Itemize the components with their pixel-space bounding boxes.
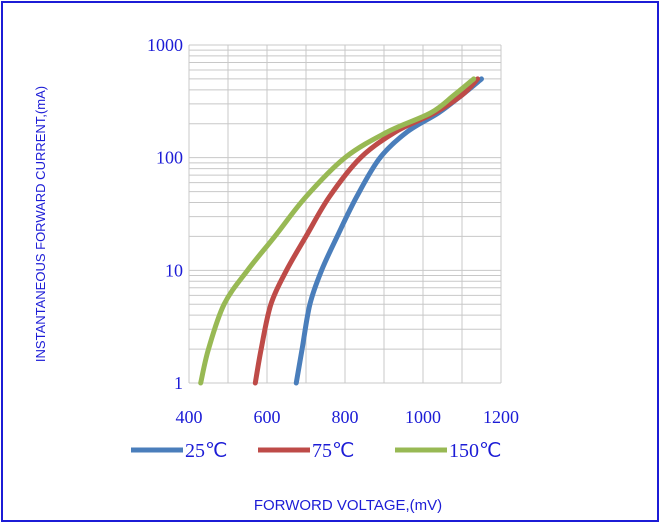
series-line-0 xyxy=(293,76,484,386)
legend: 25℃ 75℃ 150℃ xyxy=(131,440,501,462)
series-line-2 xyxy=(198,76,477,386)
series-line-1 xyxy=(252,76,481,386)
y-tick-label: 1 xyxy=(174,373,183,393)
x-tick-label: 600 xyxy=(254,407,281,427)
y-tick-label: 10 xyxy=(165,260,183,280)
plot-series xyxy=(198,76,484,386)
x-tick-label: 1000 xyxy=(405,407,441,427)
x-tick-label: 400 xyxy=(176,407,203,427)
x-tick-label: 800 xyxy=(332,407,359,427)
y-tick-label: 100 xyxy=(156,148,183,168)
legend-label-1: 75℃ xyxy=(312,440,354,462)
y-axis-label: INSTANTANEOUS FORWARD CURRENT,(mA) xyxy=(33,86,48,362)
y-axis-ticks: 1 10 100 1000 xyxy=(147,35,183,393)
x-axis-ticks: 400 600 800 1000 1200 xyxy=(176,407,520,427)
x-tick-label: 1200 xyxy=(483,407,519,427)
x-axis-label: FORWORD VOLTAGE,(mV) xyxy=(254,497,442,514)
legend-label-2: 150℃ xyxy=(449,440,501,462)
legend-label-0: 25℃ xyxy=(185,440,227,462)
y-tick-label: 1000 xyxy=(147,35,183,55)
